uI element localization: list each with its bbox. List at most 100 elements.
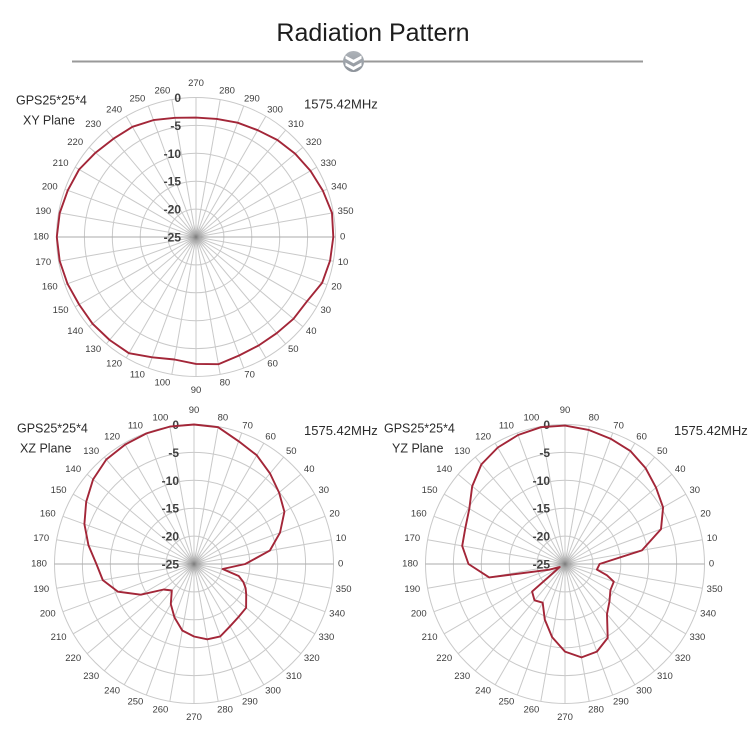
svg-text:70: 70	[613, 421, 624, 432]
svg-text:280: 280	[217, 704, 233, 715]
svg-text:130: 130	[83, 446, 99, 457]
svg-text:350: 350	[338, 206, 354, 217]
svg-text:330: 330	[320, 158, 336, 169]
svg-text:80: 80	[218, 413, 229, 424]
svg-text:270: 270	[188, 78, 204, 89]
svg-text:130: 130	[454, 446, 470, 457]
svg-text:180: 180	[33, 232, 49, 243]
svg-text:250: 250	[127, 696, 143, 707]
svg-text:350: 350	[336, 584, 352, 595]
svg-text:0: 0	[340, 232, 345, 243]
svg-text:30: 30	[690, 485, 701, 496]
svg-text:-5: -5	[168, 446, 179, 460]
svg-text:280: 280	[588, 704, 604, 715]
svg-text:330: 330	[318, 632, 334, 643]
svg-text:110: 110	[499, 421, 514, 432]
svg-text:320: 320	[306, 137, 322, 148]
svg-text:300: 300	[265, 686, 281, 697]
svg-text:80: 80	[220, 377, 231, 388]
svg-text:140: 140	[65, 464, 81, 475]
svg-text:230: 230	[85, 119, 101, 130]
svg-text:180: 180	[31, 559, 47, 570]
svg-text:180: 180	[402, 559, 418, 570]
svg-text:170: 170	[35, 257, 51, 268]
svg-text:110: 110	[128, 421, 143, 432]
svg-text:230: 230	[454, 671, 470, 682]
svg-text:150: 150	[53, 305, 69, 316]
svg-text:210: 210	[53, 158, 69, 169]
svg-text:1575.42MHz: 1575.42MHz	[304, 97, 378, 112]
svg-text:-10: -10	[533, 474, 551, 488]
svg-text:-25: -25	[162, 558, 180, 572]
svg-text:-10: -10	[162, 474, 180, 488]
svg-text:0: 0	[172, 418, 179, 432]
svg-text:0: 0	[709, 559, 714, 570]
svg-text:50: 50	[286, 446, 297, 457]
svg-text:310: 310	[286, 671, 302, 682]
svg-text:GPS25*25*4: GPS25*25*4	[16, 94, 87, 108]
svg-text:190: 190	[33, 584, 49, 595]
svg-text:40: 40	[306, 326, 317, 337]
svg-text:0: 0	[543, 418, 550, 432]
svg-text:-10: -10	[164, 147, 182, 161]
svg-text:0: 0	[338, 559, 343, 570]
svg-text:60: 60	[636, 432, 647, 443]
svg-text:260: 260	[152, 704, 168, 715]
svg-text:170: 170	[404, 533, 420, 544]
svg-text:60: 60	[267, 359, 278, 370]
svg-text:40: 40	[675, 464, 686, 475]
svg-text:320: 320	[675, 653, 691, 664]
svg-text:-5: -5	[170, 119, 181, 133]
svg-text:10: 10	[336, 533, 347, 544]
svg-text:190: 190	[404, 584, 420, 595]
svg-text:100: 100	[523, 413, 539, 424]
svg-text:150: 150	[51, 485, 67, 496]
svg-text:20: 20	[329, 508, 340, 519]
svg-text:20: 20	[331, 282, 342, 293]
svg-text:250: 250	[129, 94, 145, 105]
svg-text:0: 0	[174, 91, 181, 105]
svg-text:160: 160	[40, 508, 56, 519]
svg-text:90: 90	[189, 405, 200, 416]
svg-text:340: 340	[700, 609, 716, 620]
svg-text:170: 170	[33, 533, 49, 544]
svg-text:300: 300	[267, 105, 283, 116]
svg-text:270: 270	[557, 712, 573, 723]
svg-text:-20: -20	[533, 530, 551, 544]
svg-text:60: 60	[265, 432, 276, 443]
svg-text:20: 20	[700, 508, 711, 519]
svg-text:260: 260	[154, 86, 170, 97]
svg-text:100: 100	[154, 377, 170, 388]
svg-text:120: 120	[106, 359, 122, 370]
svg-text:70: 70	[242, 421, 253, 432]
svg-text:140: 140	[67, 326, 83, 337]
svg-text:110: 110	[130, 369, 145, 380]
svg-text:-15: -15	[533, 502, 551, 516]
svg-text:YZ Plane: YZ Plane	[392, 442, 443, 456]
svg-text:270: 270	[186, 712, 202, 723]
svg-text:240: 240	[475, 686, 491, 697]
svg-text:220: 220	[436, 653, 452, 664]
svg-text:-5: -5	[539, 446, 550, 460]
svg-text:XY Plane: XY Plane	[23, 114, 75, 128]
svg-text:100: 100	[152, 413, 168, 424]
svg-text:30: 30	[321, 305, 332, 316]
svg-text:150: 150	[422, 485, 438, 496]
svg-text:-20: -20	[162, 530, 180, 544]
svg-text:1575.42MHz: 1575.42MHz	[674, 423, 748, 438]
svg-text:10: 10	[707, 533, 718, 544]
svg-text:120: 120	[475, 432, 491, 443]
svg-text:260: 260	[523, 704, 539, 715]
svg-text:-15: -15	[164, 175, 182, 189]
svg-text:220: 220	[67, 137, 83, 148]
svg-text:200: 200	[411, 609, 427, 620]
svg-text:70: 70	[244, 369, 255, 380]
svg-text:200: 200	[42, 181, 58, 192]
svg-text:120: 120	[104, 432, 120, 443]
svg-text:310: 310	[288, 119, 304, 130]
svg-text:320: 320	[304, 653, 320, 664]
svg-text:290: 290	[613, 696, 629, 707]
svg-text:200: 200	[40, 609, 56, 620]
svg-text:300: 300	[636, 686, 652, 697]
svg-text:90: 90	[560, 405, 571, 416]
